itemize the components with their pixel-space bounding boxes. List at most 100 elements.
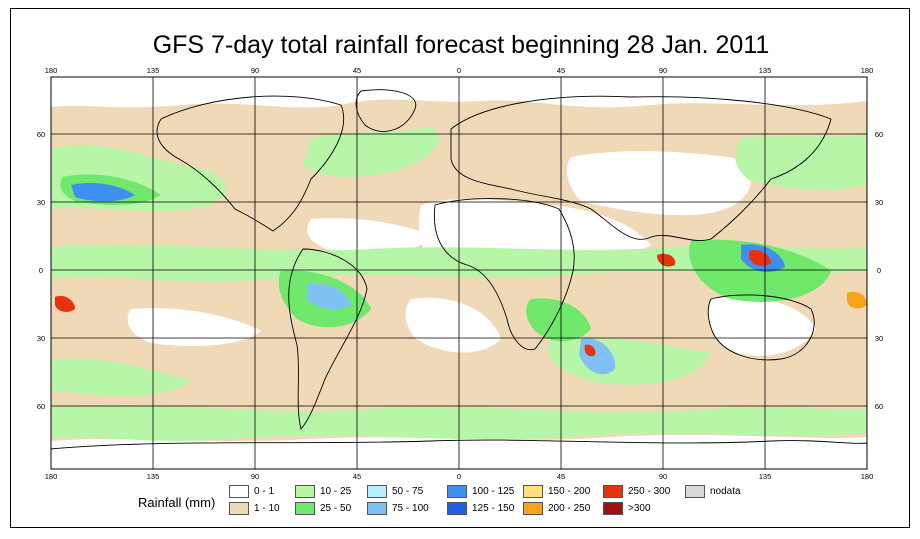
top-tick: 90 — [251, 66, 259, 75]
bottom-tick: 135 — [147, 472, 160, 481]
left-tick: 60 — [37, 130, 45, 139]
greenland-outline — [355, 89, 417, 132]
coastlines — [51, 89, 867, 450]
legend-item: 25 - 50 — [295, 502, 351, 515]
legend-swatch — [523, 485, 543, 498]
legend-swatch — [367, 502, 387, 515]
legend-range: 50 - 75 — [392, 486, 424, 497]
eurasia-outline — [450, 95, 832, 241]
map-title: GFS 7-day total rainfall forecast beginn… — [152, 31, 770, 59]
extreme-rain-east-pacific — [55, 295, 75, 312]
legend-range: 10 - 25 — [320, 486, 352, 497]
right-tick-labels: 60 30 0 30 60 — [875, 130, 883, 411]
left-tick: 30 — [37, 198, 45, 207]
legend-range: nodata — [710, 486, 741, 497]
rainfall-field — [51, 77, 867, 469]
bottom-tick: 45 — [353, 472, 361, 481]
bottom-tick: 0 — [457, 472, 461, 481]
legend-range: 100 - 125 — [472, 486, 515, 497]
legend-item: 75 - 100 — [367, 502, 429, 515]
legend-swatch — [447, 485, 467, 498]
map-border — [50, 76, 868, 470]
dry-zone-eastpacific — [307, 217, 431, 255]
legend-item: 1 - 10 — [229, 502, 280, 515]
legend-item: 0 - 1 — [229, 485, 274, 498]
map-canvas: 180 135 90 45 0 45 90 135 180 180 135 90… — [37, 66, 883, 481]
top-tick: 0 — [457, 66, 461, 75]
top-tick: 45 — [353, 66, 361, 75]
wet-band-north-atlantic — [303, 127, 440, 177]
top-tick: 180 — [45, 66, 58, 75]
left-tick: 0 — [39, 266, 43, 275]
bottom-tick: 180 — [861, 472, 874, 481]
extreme-rain-indian — [657, 253, 676, 267]
legend-range: 25 - 50 — [320, 503, 352, 514]
extreme-rain-madagascar — [584, 344, 596, 357]
legend-item: 150 - 200 — [523, 485, 590, 498]
legend-item: 100 - 125 — [447, 485, 514, 498]
extreme-rain-south-pacific — [847, 291, 867, 309]
left-tick-labels: 60 30 0 30 60 — [37, 130, 45, 411]
legend-range: 125 - 150 — [472, 503, 515, 514]
africa-outline — [433, 198, 575, 351]
legend-swatch — [367, 485, 387, 498]
legend-range: 250 - 300 — [628, 486, 671, 497]
legend-title: Rainfall (mm) — [138, 495, 216, 510]
legend-swatch — [447, 502, 467, 515]
legend-swatch — [603, 485, 623, 498]
legend-swatch — [295, 485, 315, 498]
antarctica-outline — [51, 439, 867, 450]
right-tick: 0 — [877, 266, 881, 275]
left-tick: 30 — [37, 334, 45, 343]
legend-swatch — [523, 502, 543, 515]
bottom-tick-labels: 180 135 90 45 0 45 90 135 180 — [45, 472, 874, 481]
legend-range: 1 - 10 — [254, 503, 280, 514]
dry-zone-southpacific — [127, 308, 261, 347]
legend-item: >300 — [603, 502, 651, 515]
australia-outline — [707, 294, 815, 361]
right-tick: 30 — [875, 198, 883, 207]
rain-south-africa — [526, 298, 591, 342]
top-tick: 45 — [557, 66, 565, 75]
legend-swatch — [295, 502, 315, 515]
bottom-tick: 135 — [759, 472, 772, 481]
legend-range: >300 — [628, 503, 651, 514]
legend-item: 10 - 25 — [295, 485, 351, 498]
top-tick: 135 — [147, 66, 160, 75]
legend-item: 200 - 250 — [523, 502, 590, 515]
bottom-tick: 90 — [251, 472, 259, 481]
extreme-rain-philippines — [749, 249, 771, 266]
heavy-rain-north-pacific — [71, 182, 135, 202]
wet-band-west-pacific — [735, 135, 867, 190]
legend-swatch — [603, 502, 623, 515]
dry-zone-asia — [566, 151, 751, 216]
figure-frame: GFS 7-day total rainfall forecast beginn… — [10, 8, 910, 528]
bottom-tick: 180 — [45, 472, 58, 481]
south-america-outline — [288, 248, 368, 430]
graticule — [51, 77, 867, 469]
legend-item: 250 - 300 — [603, 485, 670, 498]
wet-band-south-pacific — [51, 358, 191, 397]
top-tick: 90 — [659, 66, 667, 75]
legend-range: 75 - 100 — [392, 503, 429, 514]
legend-item: 50 - 75 — [367, 485, 423, 498]
heavy-rain-amazon — [307, 282, 351, 310]
legend-item: 125 - 150 — [447, 502, 514, 515]
legend-range: 200 - 250 — [548, 503, 591, 514]
legend-swatch — [229, 485, 249, 498]
dry-zone-australia — [708, 297, 816, 356]
left-tick: 60 — [37, 402, 45, 411]
legend-item: nodata — [685, 485, 741, 498]
top-tick-labels: 180 135 90 45 0 45 90 135 180 — [45, 66, 874, 75]
dry-zone-southatlantic — [405, 297, 501, 353]
right-tick: 60 — [875, 402, 883, 411]
legend-range: 0 - 1 — [254, 486, 275, 497]
north-america-outline — [156, 95, 345, 232]
right-tick: 30 — [875, 334, 883, 343]
right-tick: 60 — [875, 130, 883, 139]
bottom-tick: 90 — [659, 472, 667, 481]
top-tick: 135 — [759, 66, 772, 75]
legend-swatch — [685, 485, 705, 498]
legend-range: 150 - 200 — [548, 486, 591, 497]
bottom-tick: 45 — [557, 472, 565, 481]
